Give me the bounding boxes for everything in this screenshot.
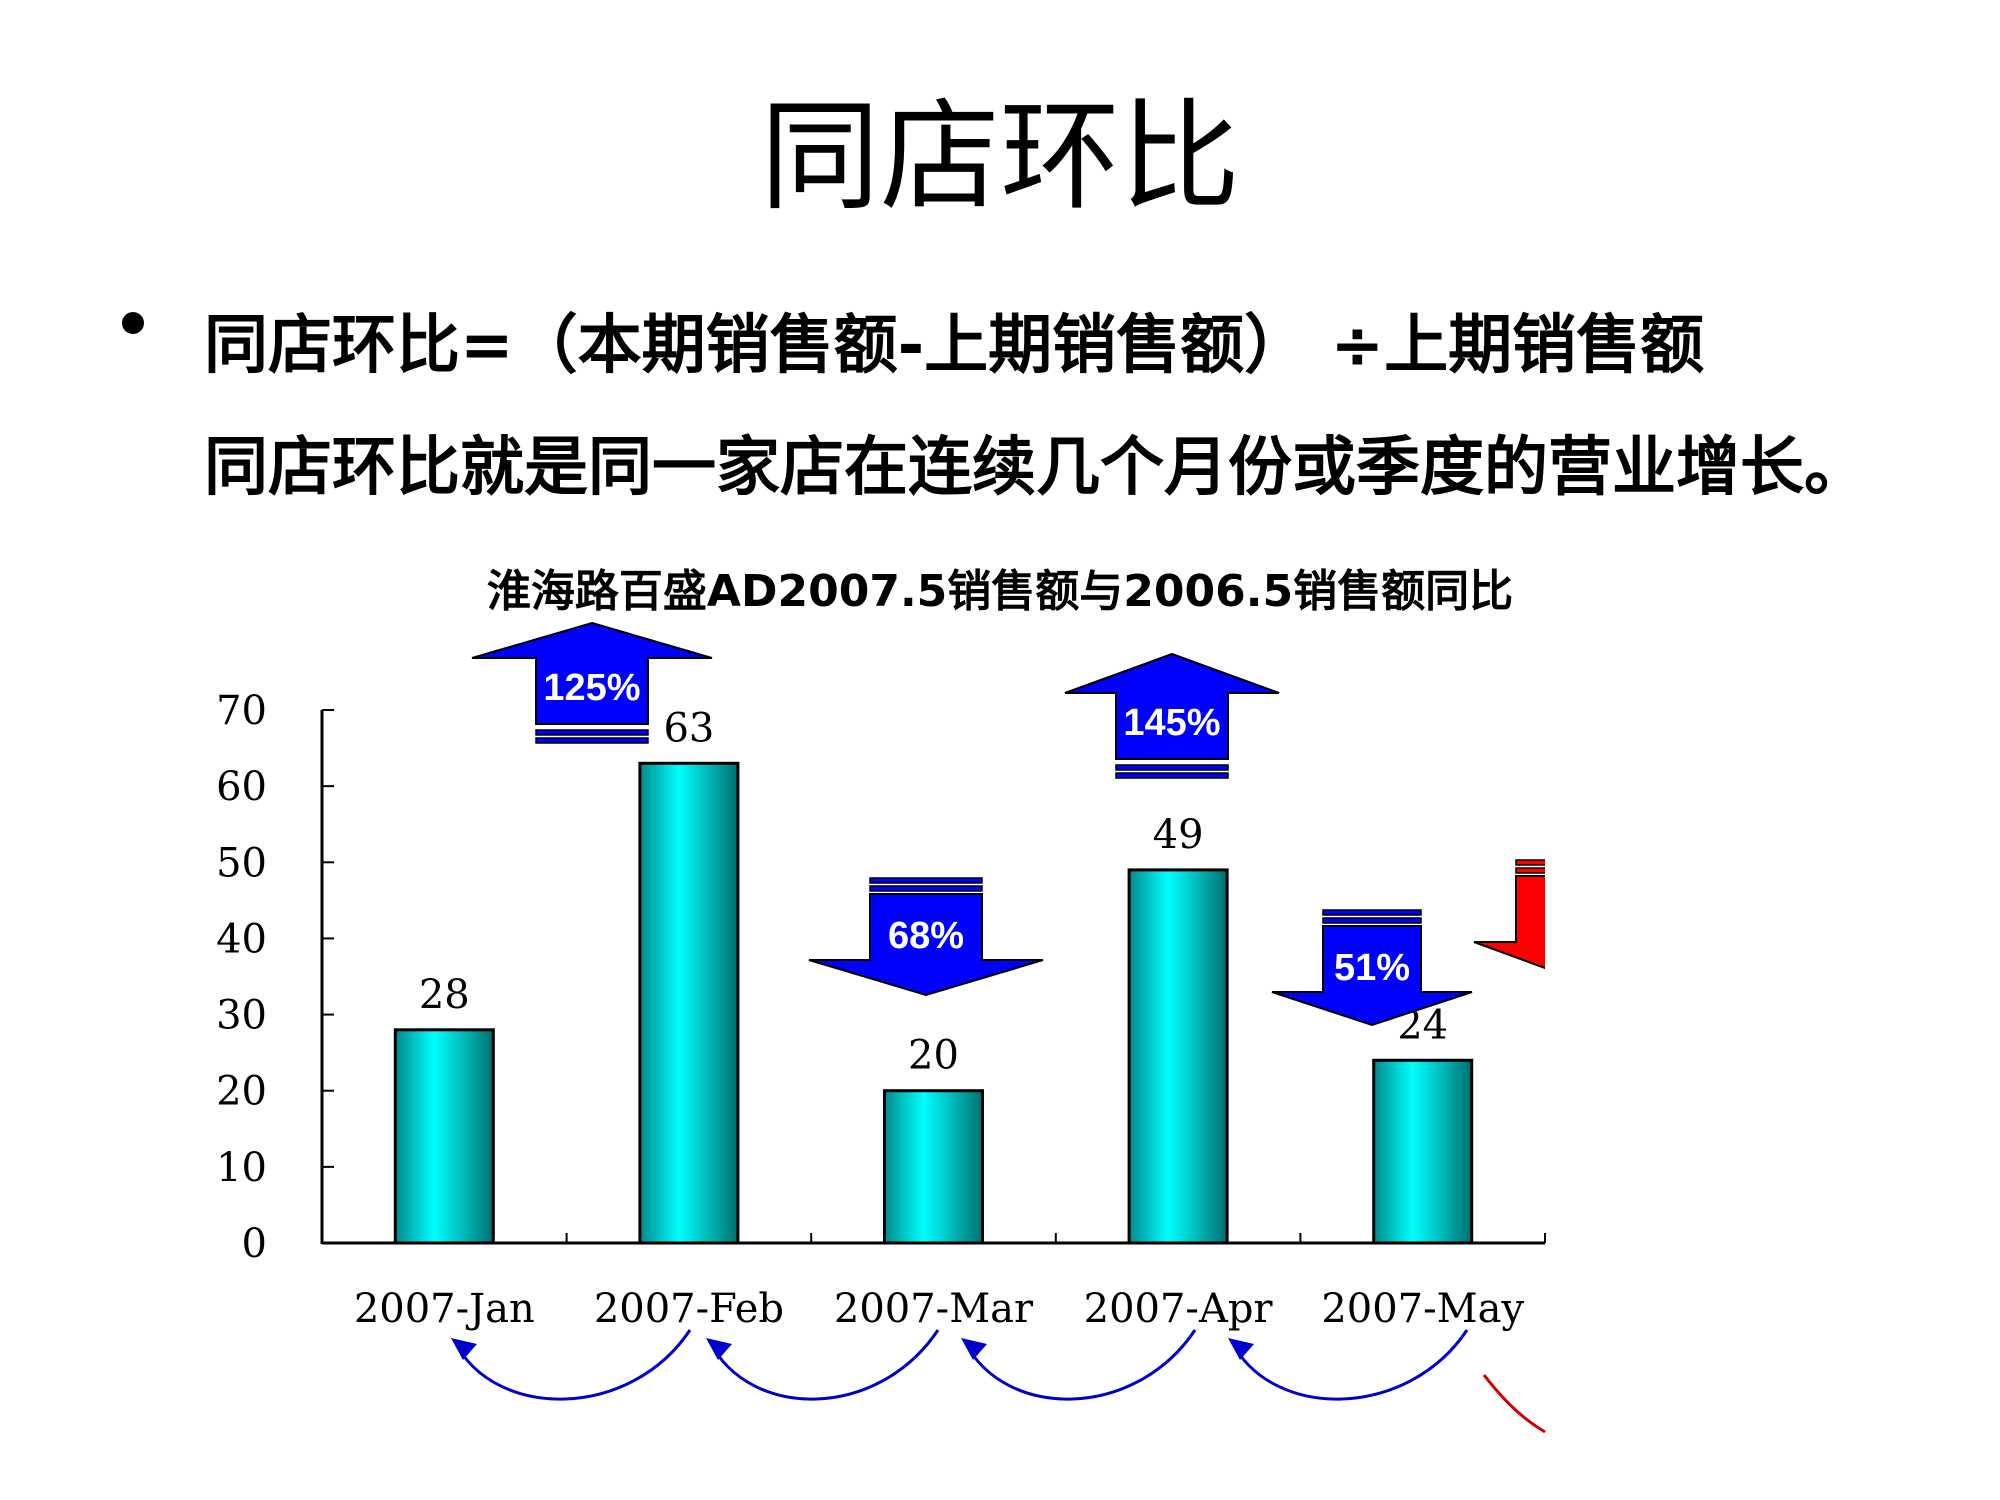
y-tick-label: 50 bbox=[216, 840, 267, 886]
data-label: 63 bbox=[663, 705, 714, 751]
y-tick-label: 0 bbox=[242, 1221, 267, 1267]
change-arrow: 51% bbox=[1271, 909, 1473, 1027]
bar bbox=[1372, 1058, 1474, 1245]
sequence-curve bbox=[1230, 1329, 1469, 1401]
bullet-dot bbox=[122, 312, 144, 334]
arrow-stripe bbox=[1515, 867, 1545, 874]
y-tick-label: 60 bbox=[216, 764, 267, 810]
x-tick-label: 2007-Apr bbox=[1084, 1286, 1274, 1332]
arrow-stripe bbox=[1322, 909, 1422, 916]
change-arrows-group: 125% 68% 145% 51% 4% bbox=[471, 621, 1600, 1027]
bar bbox=[883, 1089, 984, 1245]
bar bbox=[393, 1028, 495, 1245]
data-label: 49 bbox=[1153, 812, 1204, 858]
change-arrow: 125% bbox=[471, 621, 713, 744]
change-label: 51% bbox=[1334, 947, 1410, 989]
y-tick-label: 70 bbox=[216, 688, 267, 734]
y-tick-label: 30 bbox=[216, 993, 267, 1039]
x-tick-label: 2007-May bbox=[1321, 1286, 1524, 1332]
arrow-shape bbox=[1473, 875, 1545, 970]
data-label: 20 bbox=[908, 1033, 959, 1079]
arrow-stripe bbox=[1115, 772, 1229, 779]
bar bbox=[1127, 868, 1229, 1245]
x-tick-label: 2007-Jan bbox=[354, 1286, 535, 1332]
x-tick-label: 2007-Feb bbox=[594, 1286, 784, 1332]
formula-text: 同店环比=（本期销售额-上期销售额） ÷上期销售额 bbox=[204, 309, 1705, 383]
sequence-curve-red bbox=[1482, 1374, 1546, 1434]
sequence-curve bbox=[963, 1329, 1197, 1401]
change-label: 145% bbox=[1123, 702, 1220, 744]
bars-group bbox=[393, 761, 1474, 1245]
arrow-stripe bbox=[869, 885, 983, 892]
change-label: 125% bbox=[543, 667, 640, 709]
data-label: 28 bbox=[419, 972, 470, 1018]
labels-group: 28 2007-Jan 63 2007-Feb 20 2007-Mar 49 2007-Apr… bbox=[354, 705, 1525, 1332]
sequence-curve-head bbox=[706, 1338, 732, 1360]
description-text: 同店环比就是同一家店在连续几个月份或季度的营业增长。 bbox=[204, 431, 1868, 505]
y-tick-label: 20 bbox=[216, 1069, 267, 1115]
chart-axes: 0 10 20 30 40 50 60 70 bbox=[216, 688, 1546, 1267]
sequence-curve bbox=[708, 1329, 940, 1401]
sequence-curve bbox=[453, 1329, 692, 1401]
arrow-stripe bbox=[869, 877, 983, 884]
y-tick-label: 40 bbox=[216, 916, 267, 962]
sequence-curves-group bbox=[451, 1329, 1546, 1434]
chart-title: 淮海路百盛AD2007.5销售额与2006.5销售额同比 bbox=[486, 566, 1514, 617]
arrow-shape bbox=[471, 621, 713, 725]
change-label: 4% bbox=[1545, 897, 1600, 939]
slide-title: 同店环比 bbox=[760, 88, 1240, 227]
change-arrow: 68% bbox=[808, 877, 1044, 997]
arrow-stripe bbox=[1115, 764, 1229, 771]
sequence-curve-head bbox=[1228, 1338, 1254, 1360]
sequence-curve-head bbox=[961, 1338, 987, 1360]
bar bbox=[638, 761, 740, 1245]
x-tick-label: 2007-Mar bbox=[834, 1286, 1034, 1332]
arrow-shape bbox=[1064, 652, 1280, 760]
sequence-curve-head bbox=[451, 1338, 477, 1360]
arrow-stripe bbox=[1322, 917, 1422, 924]
change-arrow: 145% bbox=[1064, 652, 1280, 779]
arrow-shape bbox=[1271, 925, 1473, 1027]
arrow-shape bbox=[808, 893, 1044, 997]
y-tick-label: 10 bbox=[216, 1145, 267, 1191]
change-arrow: 4% bbox=[1473, 859, 1600, 970]
arrow-stripe bbox=[1515, 859, 1545, 866]
arrow-stripe bbox=[535, 729, 649, 736]
arrow-stripe bbox=[535, 737, 649, 744]
change-label: 68% bbox=[888, 915, 964, 957]
